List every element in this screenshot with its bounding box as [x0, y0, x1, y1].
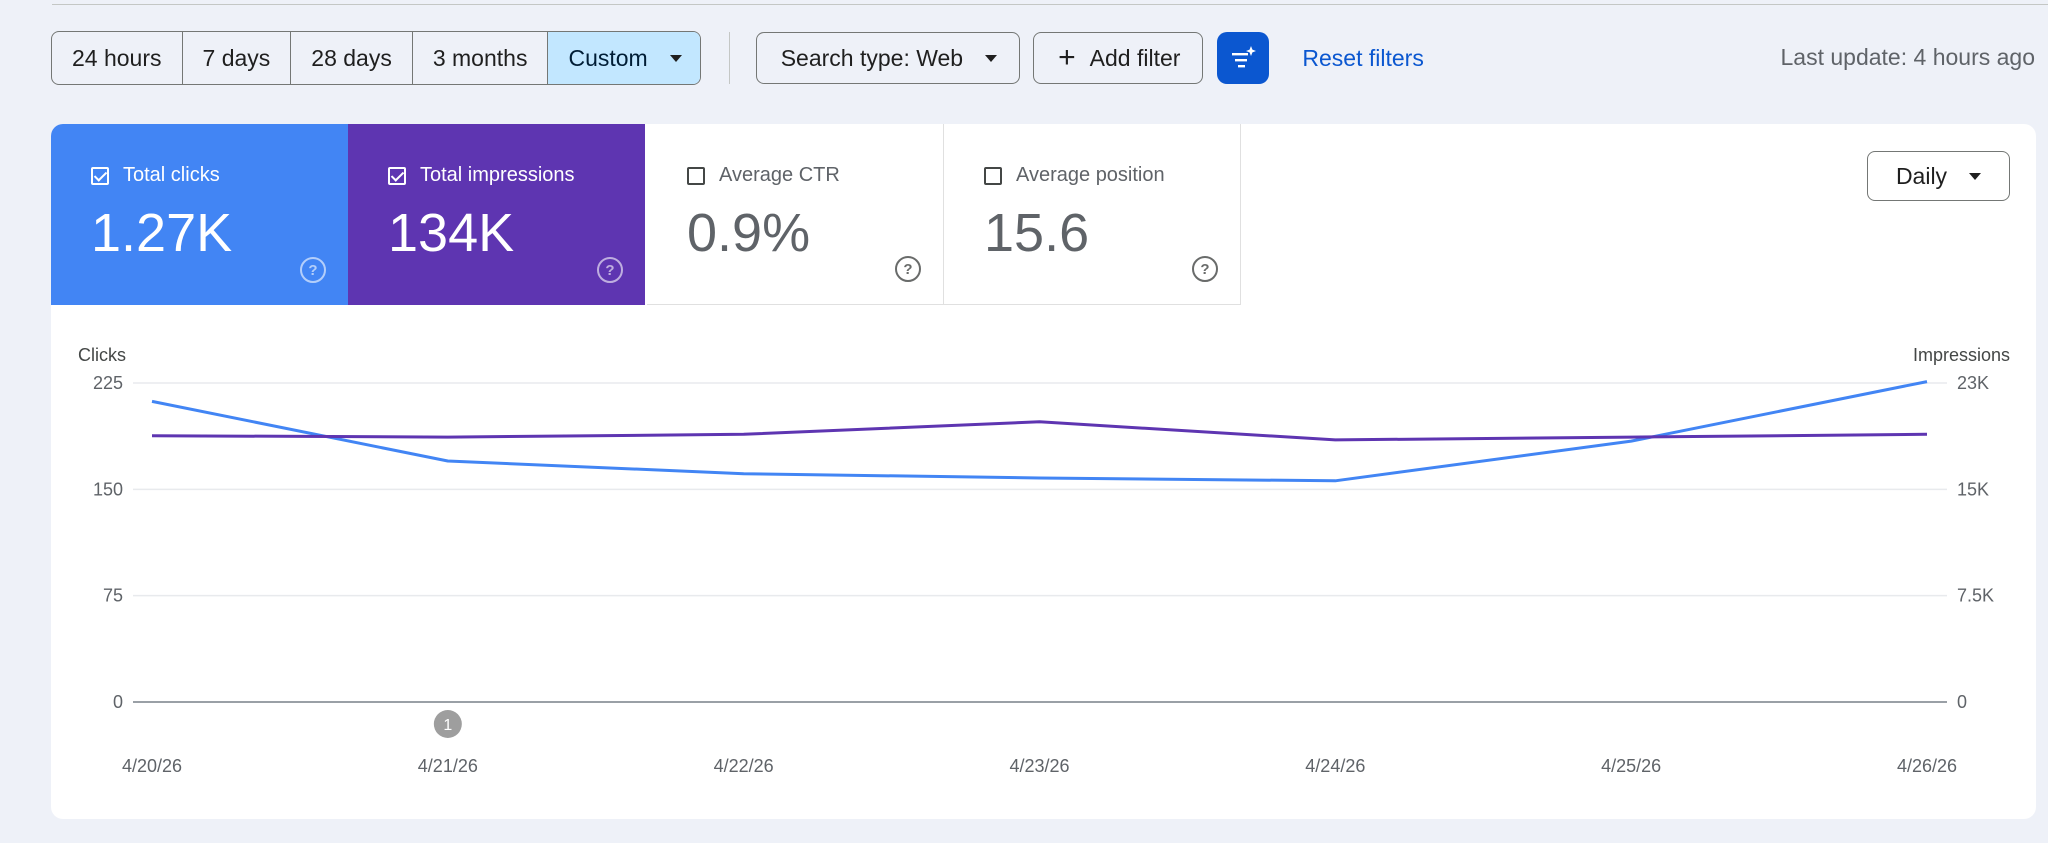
metric-average-ctr[interactable]: Average CTR 0.9% ? [647, 124, 944, 305]
plus-icon: + [1058, 41, 1076, 74]
add-filter-label: Add filter [1089, 44, 1181, 71]
range-custom-label: Custom [568, 44, 648, 71]
range-24-hours-button[interactable]: 24 hours [52, 32, 183, 84]
metric-label: Total impressions [420, 164, 575, 186]
range-custom-button[interactable]: Custom [548, 32, 700, 84]
range-28-days-button[interactable]: 28 days [291, 32, 413, 84]
last-update-text: Last update: 4 hours ago [1780, 44, 2035, 70]
range-7-days-button[interactable]: 7 days [183, 32, 292, 84]
x-tick-label: 4/23/26 [1009, 756, 1069, 776]
checkbox-unchecked-icon[interactable] [984, 166, 1002, 185]
x-tick-label: 4/20/26 [122, 756, 182, 776]
y-tick-right: 0 [1957, 692, 1967, 712]
annotation-marker[interactable]: 1 [433, 710, 462, 738]
metric-label: Average position [1016, 164, 1165, 186]
y-tick-right: 7.5K [1957, 586, 1994, 606]
checkbox-unchecked-icon[interactable] [687, 166, 705, 185]
sparkle-filter-icon [1232, 46, 1257, 68]
y-tick-left: 75 [103, 586, 123, 606]
metric-header: Total impressions [388, 164, 575, 187]
x-tick-label: 4/25/26 [1601, 756, 1661, 776]
series-line-impressions [151, 420, 1928, 442]
right-axis-title: Impressions [1912, 345, 2010, 365]
x-tick-label: 4/21/26 [418, 756, 478, 776]
help-icon[interactable]: ? [597, 257, 623, 283]
y-tick-right: 15K [1957, 479, 1989, 499]
metric-value: 0.9% [687, 203, 811, 263]
search-type-dropdown[interactable]: Search type: Web [755, 32, 1021, 84]
checkbox-checked-icon[interactable] [388, 166, 406, 185]
metric-header: Average position [984, 164, 1165, 187]
metric-average-position[interactable]: Average position 15.6 ? [944, 124, 1241, 305]
metric-total-clicks[interactable]: Total clicks 1.27K ? [51, 124, 348, 305]
metric-value: 15.6 [984, 203, 1090, 263]
y-tick-right: 23K [1957, 373, 1989, 393]
filter-bar: 24 hours 7 days 28 days 3 months Custom … [51, 31, 1424, 85]
granularity-dropdown[interactable]: Daily [1867, 151, 2010, 201]
metric-total-impressions[interactable]: Total impressions 134K ? [348, 124, 645, 305]
left-axis-title: Clicks [78, 345, 126, 365]
search-type-label: Search type: Web [780, 44, 964, 71]
x-tick-label: 4/26/26 [1897, 756, 1957, 776]
range-3-months-button[interactable]: 3 months [413, 32, 549, 84]
performance-card: Total clicks 1.27K ? Total impressions 1… [51, 124, 2036, 819]
date-range-selector: 24 hours 7 days 28 days 3 months Custom [51, 31, 701, 85]
performance-chart: 0 0 75 7.5K 150 15K 225 23K 4/20/26 4/21/26 4/22/2… [93, 373, 1994, 776]
x-tick-label: 4/22/26 [714, 756, 774, 776]
y-tick-left: 0 [113, 692, 123, 712]
metric-header: Total clicks [91, 164, 220, 187]
metric-value: 1.27K [91, 203, 233, 263]
metric-label: Average CTR [719, 164, 840, 186]
y-tick-left: 150 [93, 479, 123, 499]
ai-filter-button[interactable] [1217, 32, 1270, 84]
metric-header: Average CTR [687, 164, 840, 187]
series-line-clicks [151, 380, 1928, 483]
caret-down-icon [985, 54, 998, 62]
x-tick-label: 4/24/26 [1305, 756, 1365, 776]
metric-label: Total clicks [123, 164, 220, 186]
help-icon[interactable]: ? [1192, 256, 1218, 282]
filter-separator [728, 32, 730, 84]
caret-down-icon [669, 54, 682, 62]
help-icon[interactable]: ? [895, 256, 921, 282]
y-tick-left: 225 [93, 373, 123, 393]
help-icon[interactable]: ? [300, 257, 326, 283]
caret-down-icon [1969, 172, 1982, 180]
annotation-label: 1 [443, 717, 452, 734]
granularity-label: Daily [1895, 162, 1948, 189]
metric-value: 134K [388, 203, 515, 263]
add-filter-button[interactable]: + Add filter [1033, 32, 1204, 84]
checkbox-checked-icon[interactable] [91, 166, 109, 185]
top-divider [52, 4, 2048, 5]
reset-filters-link[interactable]: Reset filters [1302, 44, 1424, 71]
